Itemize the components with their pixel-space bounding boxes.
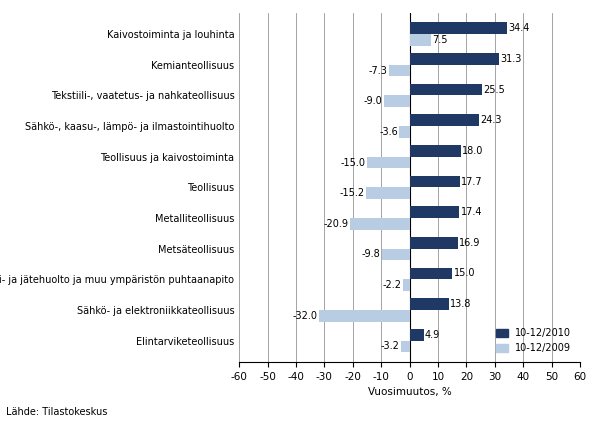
Text: -3.2: -3.2 [380, 341, 399, 352]
Bar [404, 279, 410, 291]
Bar [410, 176, 460, 187]
Text: 7.5: 7.5 [432, 35, 448, 45]
Text: -15.0: -15.0 [341, 157, 365, 168]
Legend: 10-12/2010, 10-12/2009: 10-12/2010, 10-12/2009 [492, 325, 575, 357]
Bar [410, 84, 482, 96]
Text: 34.4: 34.4 [509, 23, 530, 33]
Bar [410, 115, 478, 126]
Text: -3.6: -3.6 [379, 127, 398, 137]
Text: -9.8: -9.8 [362, 250, 380, 259]
Text: 17.4: 17.4 [460, 207, 482, 217]
Text: 15.0: 15.0 [454, 269, 475, 278]
Text: Lähde: Tilastokeskus: Lähde: Tilastokeskus [6, 407, 108, 417]
Bar [410, 206, 459, 218]
Bar [382, 249, 410, 260]
Bar [410, 34, 431, 46]
Text: 17.7: 17.7 [461, 176, 483, 187]
Bar [410, 329, 423, 341]
Text: 31.3: 31.3 [500, 54, 521, 64]
Bar [410, 22, 507, 34]
Text: -15.2: -15.2 [340, 188, 365, 198]
Bar [410, 268, 452, 279]
Bar [410, 145, 460, 157]
Bar [410, 53, 499, 65]
Text: 4.9: 4.9 [425, 330, 440, 340]
Bar [367, 157, 410, 168]
Text: -32.0: -32.0 [292, 311, 318, 321]
Text: -9.0: -9.0 [364, 96, 383, 106]
Bar [399, 126, 410, 138]
Text: 13.8: 13.8 [450, 299, 472, 309]
Bar [350, 218, 410, 229]
Text: -20.9: -20.9 [324, 219, 349, 229]
Text: -2.2: -2.2 [383, 280, 402, 290]
Bar [384, 96, 410, 107]
Bar [367, 187, 410, 199]
Text: 24.3: 24.3 [480, 115, 502, 125]
X-axis label: Vuosimuutos, %: Vuosimuutos, % [368, 387, 451, 397]
Bar [319, 310, 410, 322]
Bar [401, 341, 410, 352]
Text: 18.0: 18.0 [462, 146, 484, 156]
Bar [410, 298, 449, 310]
Text: 25.5: 25.5 [483, 85, 505, 95]
Bar [389, 65, 410, 76]
Text: 16.9: 16.9 [459, 238, 480, 248]
Text: -7.3: -7.3 [368, 66, 388, 75]
Bar [410, 237, 457, 249]
